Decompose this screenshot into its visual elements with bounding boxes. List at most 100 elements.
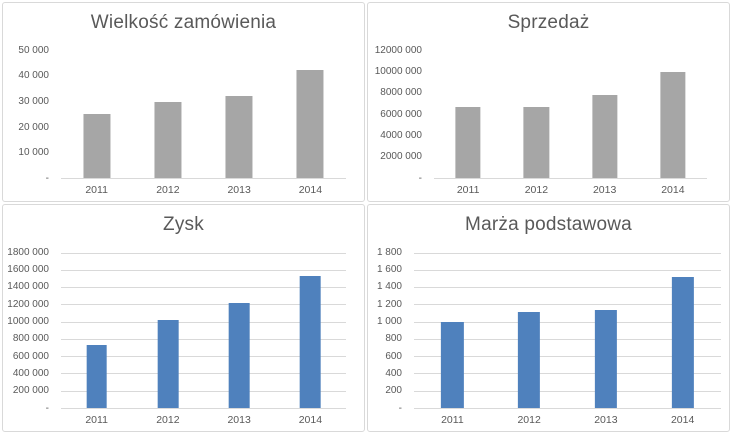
x-axis: 2011 2012 2013 2014: [61, 414, 346, 426]
chart-title[interactable]: Marża podstawowa: [465, 214, 632, 235]
gridline: [61, 304, 346, 306]
y-axis-tick-label: 1 200: [376, 298, 402, 310]
x-axis-tick-label: 2013: [592, 183, 617, 196]
y-axis-tick-label: 1200 000: [7, 298, 49, 310]
plot-region: 1800 000 1600 000 1400 000 1200 000 1000 000…: [3, 247, 364, 413]
y-axis-tick-label: -: [398, 402, 402, 414]
gridline: [61, 390, 346, 392]
y-axis-tick-label: 2000 000: [380, 151, 422, 163]
bar-2013[interactable]: [594, 310, 617, 408]
x-axis-tick-label: 2014: [670, 413, 695, 426]
gridline: [61, 373, 346, 375]
chart-title[interactable]: Zysk: [163, 214, 204, 235]
plot-area: [414, 252, 721, 409]
x-axis-tick-label: 2011: [456, 183, 480, 196]
gridline: [61, 287, 346, 289]
bar-2013[interactable]: [225, 95, 253, 178]
bar-2014[interactable]: [671, 276, 694, 408]
bar-2014[interactable]: [660, 72, 686, 178]
y-axis-tick-label: 1 800: [376, 246, 402, 258]
bar-2012[interactable]: [157, 319, 179, 408]
y-axis-tick-label: 1400 000: [7, 281, 49, 293]
plot-area: [61, 51, 346, 179]
x-axis-tick-label: 2012: [524, 183, 549, 196]
gridline: [61, 338, 346, 340]
x-axis-tick-label: 2011: [85, 413, 108, 426]
chart-panel-profit[interactable]: Zysk 1800 000 1600 000 1400 000 1200 000 100…: [2, 204, 365, 432]
gridline: [61, 356, 346, 358]
y-axis-tick-label: 20 000: [18, 121, 49, 133]
bar-2011[interactable]: [86, 344, 107, 408]
y-axis-tick-label: 10000 000: [374, 66, 422, 78]
gridline: [61, 269, 346, 271]
gridline: [414, 304, 721, 306]
x-axis-tick-label: 2012: [156, 413, 180, 426]
gridline: [414, 287, 721, 289]
x-axis-tick-label: 2013: [594, 413, 618, 426]
gridline: [414, 252, 721, 254]
y-axis-tick-label: 40 000: [18, 70, 49, 82]
plot-region: 1 800 1 600 1 400 1 200 1 000 800 600 400 200 -: [368, 247, 729, 413]
bar-2011[interactable]: [83, 114, 111, 178]
y-axis-tick-label: -: [418, 172, 422, 184]
y-axis-tick-label: 1800 000: [7, 246, 49, 258]
y-axis-tick-label: 800 000: [12, 333, 49, 345]
y-axis-tick-label: -: [45, 172, 49, 184]
y-axis-tick-label: 600: [385, 350, 402, 362]
gridline: [61, 321, 346, 323]
x-axis-tick-label: 2014: [661, 183, 685, 196]
x-axis-tick-label: 2013: [227, 413, 251, 426]
gridline: [414, 321, 721, 323]
chart-panel-base-margin[interactable]: Marża podstawowa 1 800 1 600 1 400 1 200 1 0…: [367, 204, 730, 432]
gridline: [414, 373, 721, 375]
y-axis-tick-label: 1 400: [376, 281, 402, 293]
y-axis-tick-label: 10 000: [18, 147, 49, 159]
bar-2012[interactable]: [518, 312, 541, 408]
bar-2013[interactable]: [592, 95, 618, 178]
plot-area: [61, 252, 346, 409]
y-axis-tick-label: 1600 000: [7, 264, 49, 276]
chart-panel-sales[interactable]: Sprzedaż 12000 000 10000 000 8000 000 6000 …: [367, 2, 730, 202]
gridline: [414, 338, 721, 340]
y-axis: 1 800 1 600 1 400 1 200 1 000 800 600 400 200 -: [368, 247, 414, 413]
x-axis: 2011 2012 2013 2014: [61, 184, 346, 196]
plot-area: [434, 51, 707, 179]
y-axis-tick-label: 50 000: [18, 44, 49, 56]
chart-panel-order-size[interactable]: Wielkość zamówienia 50 000 40 000 30 000 20…: [2, 2, 365, 202]
x-axis-tick-label: 2014: [298, 413, 323, 426]
bar-2014[interactable]: [296, 69, 324, 178]
y-axis-tick-label: 4000 000: [380, 130, 422, 142]
bar-2012[interactable]: [523, 106, 549, 178]
gridline: [61, 252, 346, 254]
x-axis-tick-label: 2012: [517, 413, 541, 426]
plot-region: 50 000 40 000 30 000 20 000 10 000 -: [3, 45, 364, 183]
x-axis-tick-label: 2011: [85, 183, 108, 196]
y-axis-tick-label: 1 000: [376, 316, 402, 328]
y-axis-tick-label: 800: [385, 333, 402, 345]
bar-2011[interactable]: [441, 321, 464, 408]
y-axis: 12000 000 10000 000 8000 000 6000 000 4000 0…: [368, 45, 434, 183]
y-axis-tick-label: 400: [385, 368, 402, 380]
y-axis-tick-label: 200 000: [12, 385, 49, 397]
y-axis: 50 000 40 000 30 000 20 000 10 000 -: [3, 45, 61, 183]
bar-2012[interactable]: [154, 102, 182, 178]
chart-title[interactable]: Wielkość zamówienia: [90, 12, 277, 33]
y-axis: 1800 000 1600 000 1400 000 1200 000 1000 000…: [3, 247, 61, 413]
x-axis-tick-label: 2014: [298, 183, 323, 196]
x-axis-tick-label: 2012: [156, 183, 180, 196]
y-axis-tick-label: 12000 000: [374, 44, 422, 56]
y-axis-tick-label: -: [45, 402, 49, 414]
bar-2014[interactable]: [300, 276, 321, 408]
gridline: [414, 356, 721, 358]
y-axis-tick-label: 200: [385, 385, 402, 397]
y-axis-tick-label: 1 600: [376, 264, 402, 276]
plot-region: 12000 000 10000 000 8000 000 6000 000 4000 0…: [368, 45, 729, 183]
chart-title[interactable]: Sprzedaż: [507, 12, 590, 33]
x-axis: 2011 2012 2013 2014: [414, 414, 721, 426]
bar-2013[interactable]: [228, 302, 250, 408]
y-axis-tick-label: 600 000: [12, 350, 49, 362]
x-axis: 2011 2012 2013 2014: [434, 184, 707, 196]
x-axis-tick-label: 2013: [227, 183, 251, 196]
bar-2011[interactable]: [455, 106, 481, 178]
